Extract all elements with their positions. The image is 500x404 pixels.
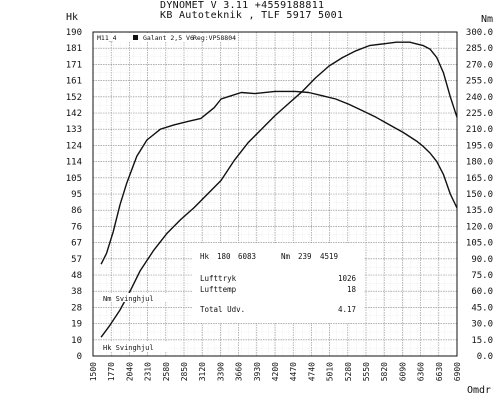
y-right-tick-label: 180.0 (466, 158, 493, 168)
x-tick-label: 6360 (417, 362, 426, 381)
y-right-tick-label: 240.0 (466, 93, 493, 103)
series-label-nm: Nm Svinghjul (101, 293, 169, 303)
lufttemp-label: Lufttemp (200, 285, 237, 294)
torque-curve (100, 90, 458, 265)
y-left-tick-label: 105 (66, 174, 82, 184)
y-left-tick-label: 0 (77, 352, 82, 362)
y-left-tick-label: 171 (66, 60, 82, 70)
y-left-tick-label: 67 (71, 239, 82, 249)
x-tick-label: 5820 (380, 362, 389, 381)
x-tick-label: 5010 (326, 362, 335, 381)
legend-run: M11_4 (97, 34, 117, 42)
y-right-tick-label: 210.0 (466, 125, 493, 135)
y-right-tick-label: 150.0 (466, 190, 493, 200)
y-right-tick-label: 270.0 (466, 60, 493, 70)
lufttemp-value: 18 (347, 285, 357, 294)
y-right-tick-label: 30.0 (471, 320, 493, 330)
x-tick-label: 1500 (89, 362, 98, 381)
result-hk-value: 180 (217, 252, 231, 261)
y-left-tick-label: 190 (66, 28, 82, 38)
x-tick-label: 2850 (180, 362, 189, 381)
y-right-tick-labels: 0.0 15.0 30.0 45.0 60.0 75.0 90.0 105.0 120.0 135… (466, 28, 493, 362)
results-box: Hk 180 6083 Nm 239 4519 Lufttryk 1026 Lu… (192, 243, 364, 323)
y-right-tick-label: 90.0 (471, 255, 493, 265)
y-left-tick-label: 19 (71, 320, 82, 330)
y-right-tick-label: 135.0 (466, 206, 493, 216)
y-right-tick-label: 225.0 (466, 109, 493, 119)
lufttryk-value: 1026 (338, 274, 357, 283)
y-left-tick-label: 57 (71, 255, 82, 265)
power-curve (100, 41, 458, 338)
series-label-hk: Hk Svinghjul (101, 342, 169, 352)
curves (100, 41, 458, 338)
result-hk-label: Hk (200, 252, 210, 261)
y-left-tick-label: 10 (71, 336, 82, 346)
y-right-tick-label: 75.0 (471, 271, 493, 281)
x-tick-label: 6090 (398, 362, 407, 381)
y-left-tick-label: 86 (71, 206, 82, 216)
total-udv-value: 4.17 (338, 305, 356, 314)
lufttryk-label: Lufttryk (200, 274, 237, 283)
y-right-tick-label: 120.0 (466, 222, 493, 232)
legend-top: M11_4 Galant 2,5 V6 Reg:VP58804 (95, 33, 236, 42)
y-left-tick-label: 95 (71, 190, 82, 200)
x-tick-label: 1770 (107, 362, 116, 381)
x-tick-label: 2310 (144, 362, 153, 381)
left-axis-label: Hk (66, 12, 78, 23)
y-right-tick-label: 285.0 (466, 44, 493, 54)
legend-reg: Reg:VP58804 (193, 34, 236, 42)
y-left-tick-label: 38 (71, 287, 82, 297)
result-nm-rpm: 4519 (320, 252, 338, 261)
y-right-tick-label: 105.0 (466, 239, 493, 249)
result-hk-rpm: 6083 (238, 252, 256, 261)
result-nm-label: Nm (281, 252, 291, 261)
legend-car: Galant 2,5 V6 (143, 34, 194, 42)
x-tick-label: 4200 (271, 362, 280, 381)
series-label-nm-text: Nm Svinghjul (103, 295, 154, 303)
y-left-tick-label: 133 (66, 125, 82, 135)
right-axis-label: Nm (481, 14, 493, 25)
x-tick-labels: 1500 1770 2040 2310 2580 2850 3120 3390 3660 3930… (89, 362, 462, 381)
x-tick-label: 6900 (453, 362, 462, 381)
header-line-1: DYNOMET V 3.11 +4559188811 (160, 0, 325, 11)
y-right-tick-label: 0.0 (477, 352, 493, 362)
y-left-tick-label: 124 (66, 141, 82, 151)
total-udv-label: Total Udv. (200, 305, 245, 314)
y-right-tick-label: 195.0 (466, 141, 493, 151)
y-right-tick-label: 60.0 (471, 287, 493, 297)
y-right-tick-label: 255.0 (466, 77, 493, 87)
y-left-tick-label: 161 (66, 77, 82, 87)
y-left-tick-labels: 0 10 19 28 38 48 57 67 76 86 95 105 114 124 133 142 152 1… (66, 28, 82, 362)
y-right-tick-label: 300.0 (466, 28, 493, 38)
x-tick-label: 6630 (435, 362, 444, 381)
x-tick-label: 4470 (289, 362, 298, 381)
y-left-tick-label: 114 (66, 158, 82, 168)
series-label-hk-text: Hk Svinghjul (103, 344, 154, 352)
y-right-tick-label: 15.0 (471, 336, 493, 346)
y-left-tick-label: 152 (66, 93, 82, 103)
plot-frame (92, 31, 458, 357)
y-right-tick-label: 165.0 (466, 174, 493, 184)
x-tick-label: 3120 (198, 362, 207, 381)
result-nm-value: 239 (298, 252, 312, 261)
y-left-tick-label: 142 (66, 109, 82, 119)
x-tick-label: 5280 (344, 362, 353, 381)
x-tick-label: 3390 (216, 362, 225, 381)
x-tick-label: 3660 (235, 362, 244, 381)
header-line-2: KB Autoteknik , TLF 5917 5001 (160, 10, 344, 21)
x-axis-label: Omdr (467, 385, 491, 396)
y-right-tick-label: 45.0 (471, 303, 493, 313)
x-tick-label: 2580 (162, 362, 171, 381)
x-tick-label: 2040 (125, 362, 134, 381)
y-left-tick-label: 181 (66, 44, 82, 54)
y-left-tick-label: 48 (71, 271, 82, 281)
y-left-tick-label: 28 (71, 303, 82, 313)
x-tick-label: 4740 (307, 362, 316, 381)
legend-marker (133, 35, 138, 40)
y-left-tick-label: 76 (71, 222, 82, 232)
x-tick-label: 5550 (362, 362, 371, 381)
x-tick-label: 3930 (253, 362, 262, 381)
